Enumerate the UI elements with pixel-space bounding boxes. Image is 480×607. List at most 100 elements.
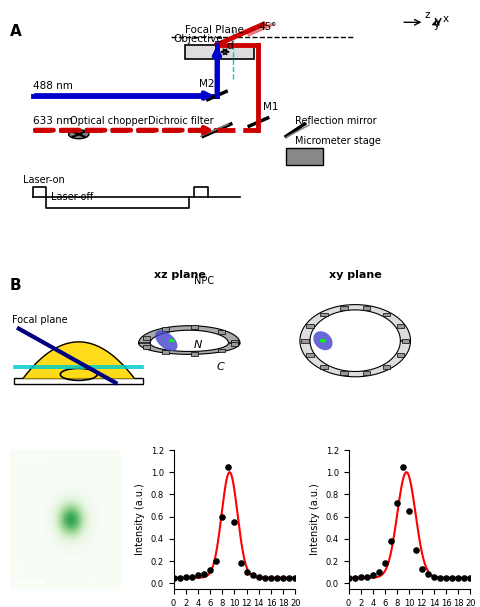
Bar <box>306 353 313 357</box>
Point <box>261 573 269 583</box>
Point <box>218 512 226 521</box>
Point <box>363 572 371 582</box>
Point <box>345 573 352 583</box>
Text: 488 nm: 488 nm <box>33 81 72 92</box>
Text: 633 nm: 633 nm <box>33 116 72 126</box>
Polygon shape <box>24 342 134 378</box>
Bar <box>306 324 313 328</box>
Point <box>460 573 468 583</box>
Point <box>291 573 299 583</box>
Bar <box>320 313 327 316</box>
Text: x: x <box>18 564 24 574</box>
Point <box>387 536 395 546</box>
Point <box>225 462 232 472</box>
Text: Reflection mirror: Reflection mirror <box>295 116 377 126</box>
Point <box>194 571 202 580</box>
Point <box>176 573 183 583</box>
Bar <box>340 371 348 375</box>
Text: C: C <box>217 362 225 371</box>
Y-axis label: Intensity (a.u.): Intensity (a.u.) <box>135 484 145 555</box>
Text: y: y <box>433 21 440 30</box>
Point <box>255 572 263 582</box>
Point <box>206 565 214 575</box>
Point <box>351 573 359 583</box>
Text: M1: M1 <box>263 102 278 112</box>
Bar <box>162 327 169 331</box>
Bar <box>191 325 198 329</box>
Point <box>170 573 178 583</box>
Bar <box>143 336 150 339</box>
Ellipse shape <box>313 331 333 350</box>
Y-axis label: Intensity (a.u.): Intensity (a.u.) <box>310 484 320 555</box>
Bar <box>363 371 370 375</box>
Bar <box>301 339 309 342</box>
Point <box>188 572 196 582</box>
Circle shape <box>169 339 175 342</box>
Bar <box>363 306 370 310</box>
Bar <box>340 306 348 310</box>
Point <box>200 569 208 579</box>
Text: N: N <box>194 340 202 350</box>
Point <box>243 568 251 577</box>
Point <box>467 573 474 583</box>
Point <box>424 569 432 579</box>
Text: 45°: 45° <box>258 22 277 32</box>
Point <box>455 573 462 583</box>
Bar <box>218 330 225 334</box>
Bar <box>14 378 143 384</box>
Text: Micrometer stage: Micrometer stage <box>295 137 381 146</box>
Bar <box>286 149 323 164</box>
Point <box>369 571 377 580</box>
Point <box>394 498 401 508</box>
Bar <box>397 353 404 357</box>
Point <box>412 545 420 555</box>
Text: Objective: Objective <box>173 33 223 44</box>
Point <box>286 573 293 583</box>
Bar <box>383 365 390 369</box>
Bar <box>143 345 150 348</box>
Point <box>418 564 425 574</box>
Text: Dichroic filter: Dichroic filter <box>148 116 214 126</box>
Point <box>249 571 257 580</box>
Point <box>273 573 281 583</box>
Polygon shape <box>300 305 410 377</box>
Point <box>357 572 365 582</box>
Point <box>430 572 438 582</box>
Point <box>375 568 383 577</box>
Point <box>399 462 407 472</box>
Text: x: x <box>443 15 449 24</box>
Text: xy plane: xy plane <box>329 270 382 280</box>
Bar <box>402 339 409 342</box>
Text: y: y <box>89 574 95 584</box>
Bar <box>397 324 404 328</box>
Text: Optical chopper: Optical chopper <box>70 116 147 126</box>
Text: Focal plane: Focal plane <box>12 314 68 325</box>
Text: B: B <box>10 278 21 293</box>
Polygon shape <box>139 326 240 343</box>
Text: Laser-on: Laser-on <box>24 175 65 185</box>
Circle shape <box>320 339 326 342</box>
Point <box>448 573 456 583</box>
Text: Focal Plane: Focal Plane <box>185 25 243 35</box>
Point <box>212 556 220 566</box>
Bar <box>230 339 238 344</box>
Text: NPC: NPC <box>194 276 214 286</box>
Text: Laser-off: Laser-off <box>51 192 93 202</box>
Bar <box>320 365 327 369</box>
Text: SPEED: SPEED <box>15 454 43 463</box>
Point <box>381 558 389 568</box>
Text: M2: M2 <box>199 80 214 89</box>
Point <box>267 573 275 583</box>
Polygon shape <box>139 343 240 354</box>
Circle shape <box>69 130 89 139</box>
Point <box>436 573 444 583</box>
Text: z: z <box>424 10 430 20</box>
Point <box>230 517 238 527</box>
Bar <box>185 45 254 59</box>
Point <box>182 572 190 582</box>
Text: xz plane: xz plane <box>154 270 206 280</box>
Bar <box>218 348 225 353</box>
Text: d: d <box>226 41 233 51</box>
Point <box>406 506 413 516</box>
Bar <box>230 342 238 346</box>
